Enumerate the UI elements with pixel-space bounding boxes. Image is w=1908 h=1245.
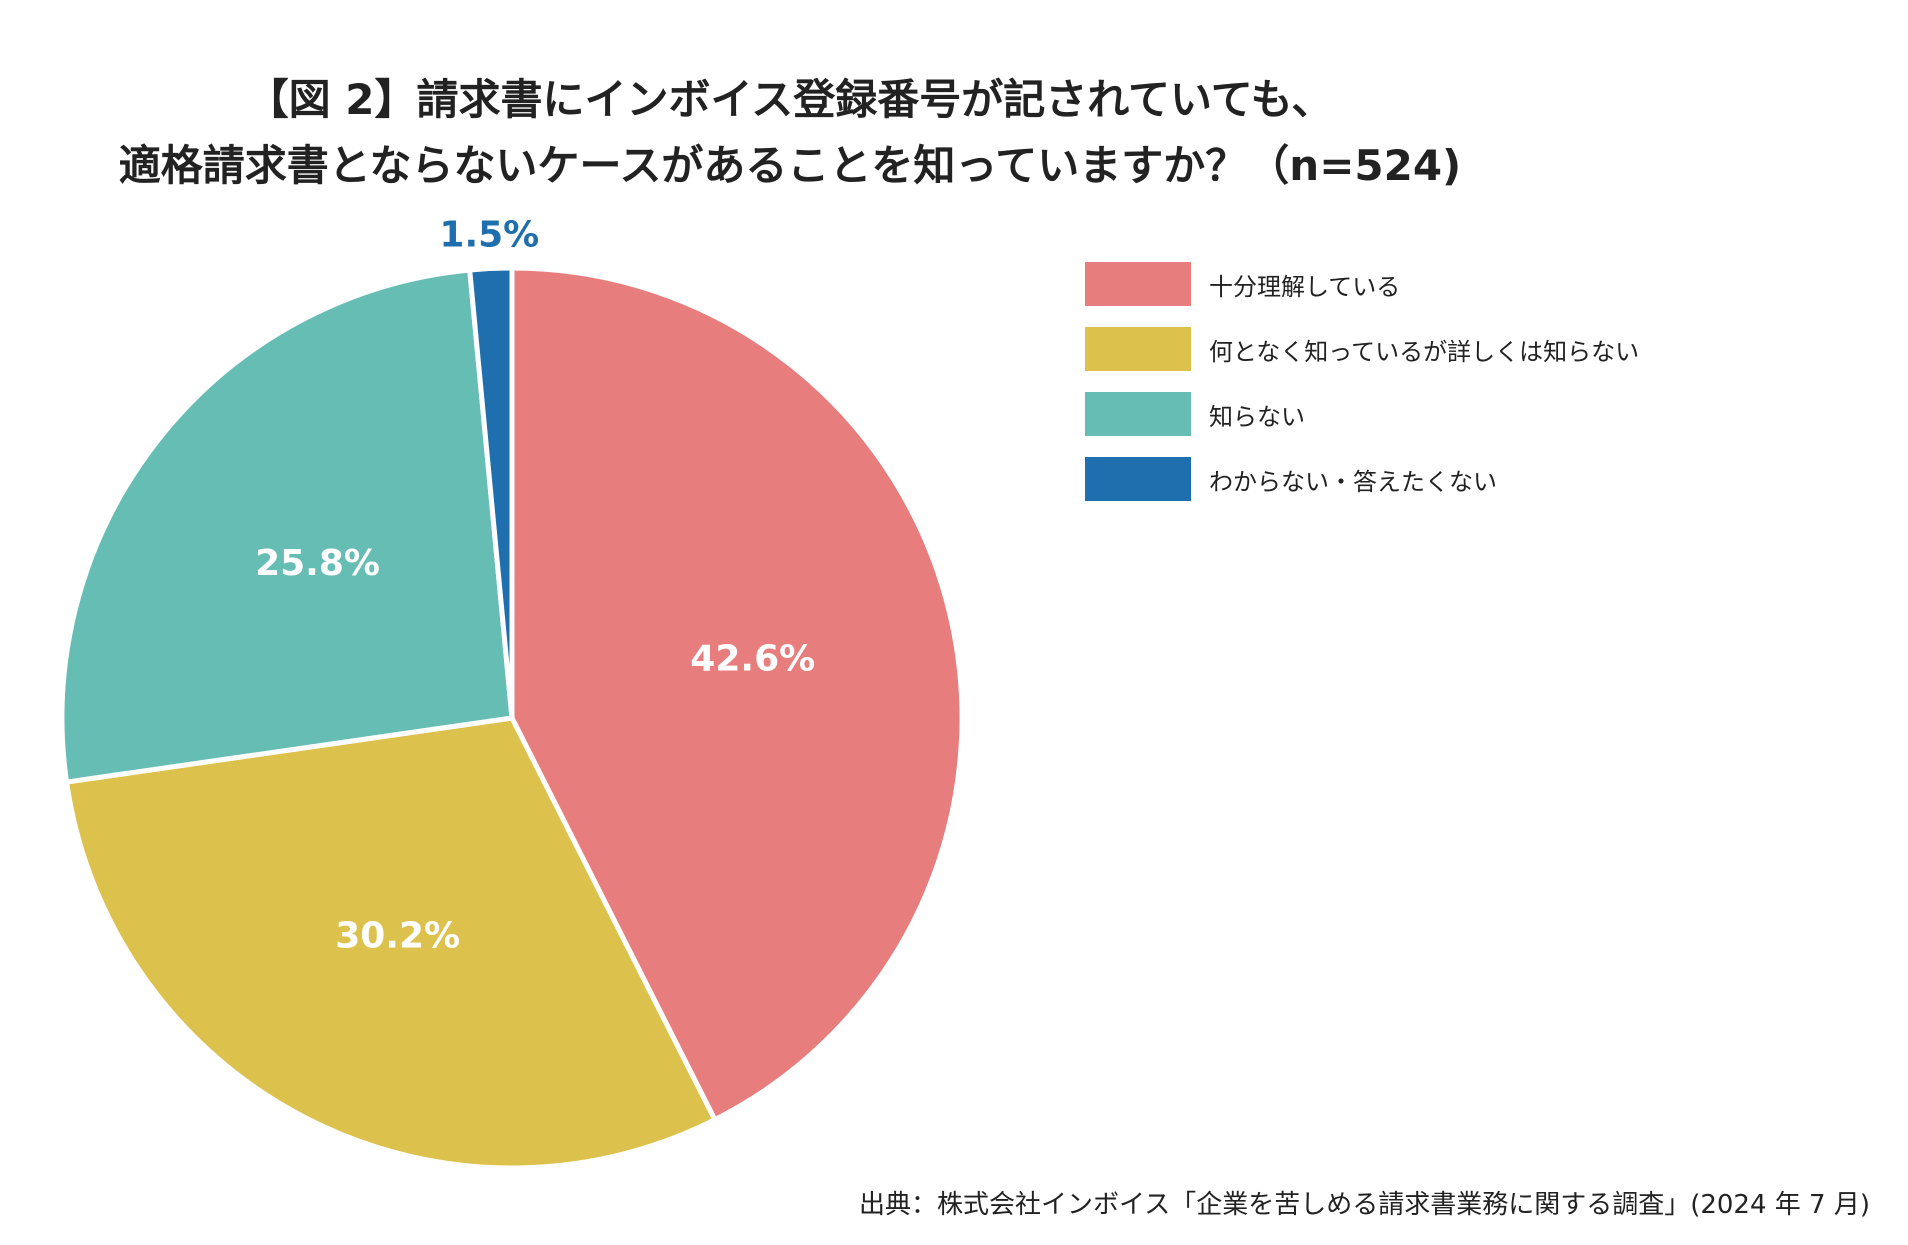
slice-value-label: 1.5% [439, 215, 539, 256]
legend-swatch [1085, 392, 1191, 436]
pie-slice [64, 715, 718, 1171]
legend-label: わからない・答えたくない [1209, 467, 1497, 496]
chart-title-line-2: 適格請求書とならないケースがあることを知っていますか？（n=524) [118, 141, 1462, 190]
source-note: 出典：株式会社インボイス「企業を苦しめる請求書業務に関する調査」(2024 年 … [858, 1190, 1870, 1220]
legend-swatch [1085, 262, 1191, 306]
legend-swatch [1085, 327, 1191, 371]
legend-label: 何となく知っているが詳しくは知らない [1209, 337, 1640, 366]
pie-slice [509, 265, 965, 1123]
chart-legend: 十分理解している 何となく知っているが詳しくは知らない 知らない わからない・答… [1085, 262, 1639, 522]
legend-label: 知らない [1209, 402, 1305, 431]
legend-swatch [1085, 457, 1191, 501]
legend-item: 知らない [1085, 392, 1639, 436]
slice-value-label: 25.8% [255, 543, 380, 584]
slice-value-label: 42.6% [690, 639, 815, 680]
legend-label: 十分理解している [1209, 272, 1401, 301]
legend-item: 何となく知っているが詳しくは知らない [1085, 327, 1639, 371]
legend-item: 十分理解している [1085, 262, 1639, 306]
slice-value-label: 30.2% [335, 916, 460, 957]
pie-slice [59, 267, 515, 785]
chart-title-line-1: 【図 2】請求書にインボイス登録番号が記されていても、 [246, 75, 1334, 124]
legend-item: わからない・答えたくない [1085, 457, 1639, 501]
pie-slice [467, 265, 515, 721]
